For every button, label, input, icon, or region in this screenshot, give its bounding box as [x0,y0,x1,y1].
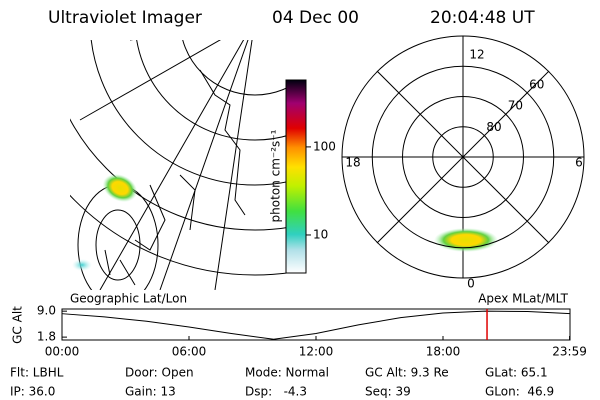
lat-label: 70 [508,99,523,113]
colorbar-tick-label: 10 [313,227,328,241]
date: 04 Dec 00 [272,8,359,28]
alt-plot-frame [61,308,571,341]
colorbar-label: photon cm⁻²s⁻¹ [269,129,283,222]
time: 20:04:48 UT [430,8,535,28]
altitude-line [61,310,571,340]
lat-circle [402,96,524,218]
y-tick-label: 1.8 [37,330,56,344]
mlt-label: 12 [469,48,484,62]
lat-circle [371,65,555,249]
colorbar [285,79,307,274]
title: Ultraviolet Imager [48,8,202,28]
lat-circle [432,126,494,188]
info-field: Mode: Normal [245,366,329,380]
info-field: Flt: LBHL [10,366,64,380]
info-field: IP: 36.0 [10,385,55,399]
x-tick-label: 06:00 [172,345,207,359]
info-field: GLon: 46.9 [485,385,554,399]
lat-label: 60 [529,77,544,91]
info-field: Seq: 39 [365,385,411,399]
right-label: Apex MLat/MLT [478,292,568,306]
x-tick-label: 00:00 [45,345,80,359]
info-field: Door: Open [125,366,194,380]
colorbar-tick-label: 100 [313,139,336,153]
info-field: Dsp: -4.3 [245,385,307,399]
mlt-label: 6 [575,156,583,170]
lat-label: 80 [486,120,501,134]
mlt-label: 0 [467,277,475,291]
left-label: Geographic Lat/Lon [70,292,187,306]
polar-dial [341,35,585,279]
info-field: Gain: 13 [125,385,176,399]
info-field: GLat: 65.1 [485,366,548,380]
geo-map [70,40,290,290]
x-tick-label: 23:59 [552,345,587,359]
x-tick-label: 18:00 [426,345,461,359]
info-field: GC Alt: 9.3 Re [365,366,449,380]
y-axis-label: GC Alt [11,306,25,344]
y-tick-label: 9.0 [37,304,56,318]
x-tick-label: 12:00 [299,345,334,359]
mlt-label: 18 [345,156,360,170]
